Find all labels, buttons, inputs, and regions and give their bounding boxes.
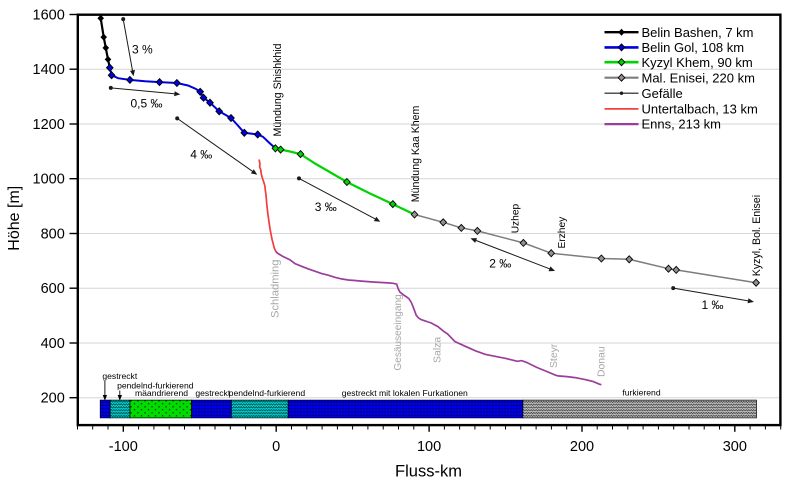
svg-text:Uzhep: Uzhep <box>510 204 521 234</box>
svg-text:Donau: Donau <box>597 346 608 377</box>
svg-text:Untertalbach, 13 km: Untertalbach, 13 km <box>642 102 758 117</box>
svg-text:1 ‰: 1 ‰ <box>701 298 723 312</box>
svg-text:1200: 1200 <box>33 117 65 133</box>
svg-text:600: 600 <box>41 281 65 297</box>
svg-text:100: 100 <box>417 439 441 455</box>
svg-text:Mündung Kaa Khem: Mündung Kaa Khem <box>410 105 422 202</box>
svg-text:pendelnd-furkierend: pendelnd-furkierend <box>117 381 194 391</box>
svg-text:1600: 1600 <box>33 8 65 24</box>
svg-text:1000: 1000 <box>33 172 65 188</box>
svg-text:-100: -100 <box>109 439 138 455</box>
svg-text:200: 200 <box>570 439 594 455</box>
svg-text:Mal. Enisei, 220 km: Mal. Enisei, 220 km <box>642 70 755 85</box>
svg-text:Mündung Shishkhid: Mündung Shishkhid <box>272 43 284 136</box>
svg-text:3 %: 3 % <box>132 43 153 57</box>
svg-text:Gesäuseeingang: Gesäuseeingang <box>393 294 404 370</box>
svg-text:0: 0 <box>272 439 280 455</box>
svg-text:3 ‰: 3 ‰ <box>315 200 337 214</box>
svg-text:Kyzyl, Bol. Enisei: Kyzyl, Bol. Enisei <box>751 195 763 276</box>
svg-text:furkierend: furkierend <box>622 388 660 398</box>
svg-text:0,5 ‰: 0,5 ‰ <box>130 97 162 111</box>
svg-text:Höhe [m]: Höhe [m] <box>6 186 23 251</box>
svg-text:400: 400 <box>41 336 65 352</box>
svg-text:gestreckt: gestreckt <box>102 371 137 381</box>
svg-text:Fluss-km: Fluss-km <box>395 462 462 480</box>
svg-text:2 ‰: 2 ‰ <box>489 256 511 270</box>
svg-text:gestreckt: gestreckt <box>195 388 230 398</box>
svg-text:Schladming: Schladming <box>269 260 281 318</box>
svg-text:Salza: Salza <box>431 337 443 363</box>
svg-text:Gefälle: Gefälle <box>642 86 683 101</box>
svg-text:300: 300 <box>723 439 747 455</box>
svg-text:Kyzyl Khem, 90 km: Kyzyl Khem, 90 km <box>642 55 753 70</box>
svg-text:gestreckt mit lokalen Furkatio: gestreckt mit lokalen Furkationen <box>342 388 468 398</box>
svg-text:Steyr: Steyr <box>549 343 560 368</box>
svg-text:800: 800 <box>41 226 65 242</box>
svg-text:Belin Bashen, 7 km: Belin Bashen, 7 km <box>642 25 754 40</box>
svg-text:Belin Gol, 108 km: Belin Gol, 108 km <box>642 40 745 55</box>
svg-text:4 ‰: 4 ‰ <box>190 147 212 161</box>
svg-text:Erzhey: Erzhey <box>557 216 568 249</box>
svg-text:mäandrierend: mäandrierend <box>135 388 188 398</box>
svg-text:1400: 1400 <box>33 62 65 78</box>
svg-text:pendelnd-furkierend: pendelnd-furkierend <box>229 388 306 398</box>
svg-text:200: 200 <box>41 391 65 407</box>
svg-text:Enns, 213 km: Enns, 213 km <box>642 117 722 132</box>
